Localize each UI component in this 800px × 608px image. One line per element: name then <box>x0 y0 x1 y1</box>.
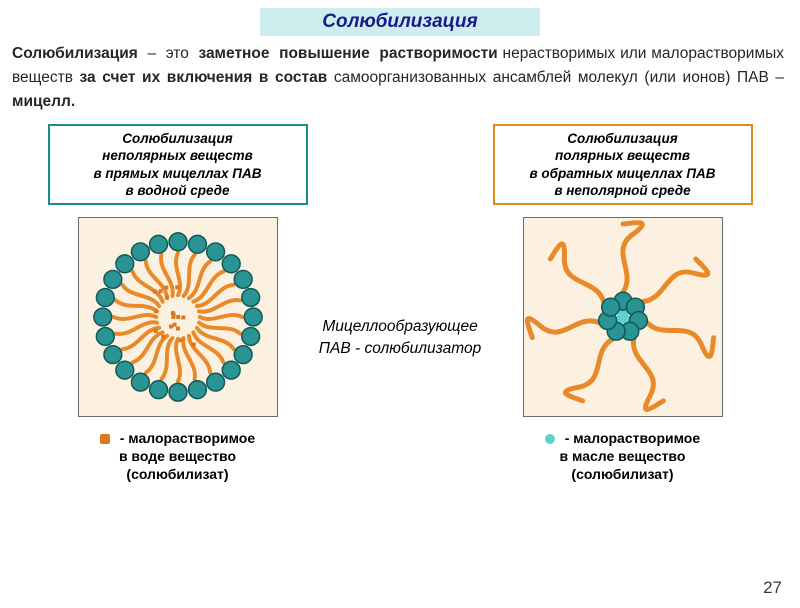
solute-swatch-icon <box>545 434 555 444</box>
direct-micelle-diagram <box>78 217 278 417</box>
diagram-columns: Солюбилизация неполярных веществ в прямы… <box>0 124 800 484</box>
right-column: Солюбилизация полярных веществ в обратны… <box>480 124 765 484</box>
center-caption: Мицеллообразующее ПАВ - солюбилизатор <box>300 316 500 361</box>
label-line: Солюбилизация <box>122 131 232 146</box>
page-title: Солюбилизация <box>260 8 540 36</box>
label-line: в водной среде <box>126 183 230 198</box>
right-legend: - малорастворимое в масле вещество (солю… <box>545 429 700 484</box>
legend-text: (солюбилизат) <box>126 466 228 482</box>
legend-text: - малорастворимое <box>120 430 255 446</box>
label-line: в прямых мицеллах ПАВ <box>93 166 261 181</box>
right-box-label: Солюбилизация полярных веществ в обратны… <box>493 124 753 205</box>
left-column: Солюбилизация неполярных веществ в прямы… <box>35 124 320 484</box>
left-legend: - малорастворимое в воде вещество (солюб… <box>100 429 255 484</box>
reverse-micelle-diagram <box>523 217 723 417</box>
definition-paragraph: Солюбилизация – это заметное повышение р… <box>0 36 800 124</box>
label-line: Солюбилизация <box>567 131 677 146</box>
legend-text: в масле вещество <box>560 448 686 464</box>
legend-text: (солюбилизат) <box>571 466 673 482</box>
label-line: полярных веществ <box>555 148 690 163</box>
legend-text: - малорастворимое <box>565 430 700 446</box>
label-line: в обратных мицеллах ПАВ <box>529 166 715 181</box>
caption-line: ПАВ - солюбилизатор <box>319 340 481 357</box>
label-line: неполярных веществ <box>102 148 253 163</box>
legend-text: в воде вещество <box>119 448 236 464</box>
label-line: в неполярной среде <box>554 183 690 198</box>
left-box-label: Солюбилизация неполярных веществ в прямы… <box>48 124 308 205</box>
caption-line: Мицеллообразующее <box>322 318 477 335</box>
solute-swatch-icon <box>100 434 110 444</box>
page-number: 27 <box>763 578 782 598</box>
